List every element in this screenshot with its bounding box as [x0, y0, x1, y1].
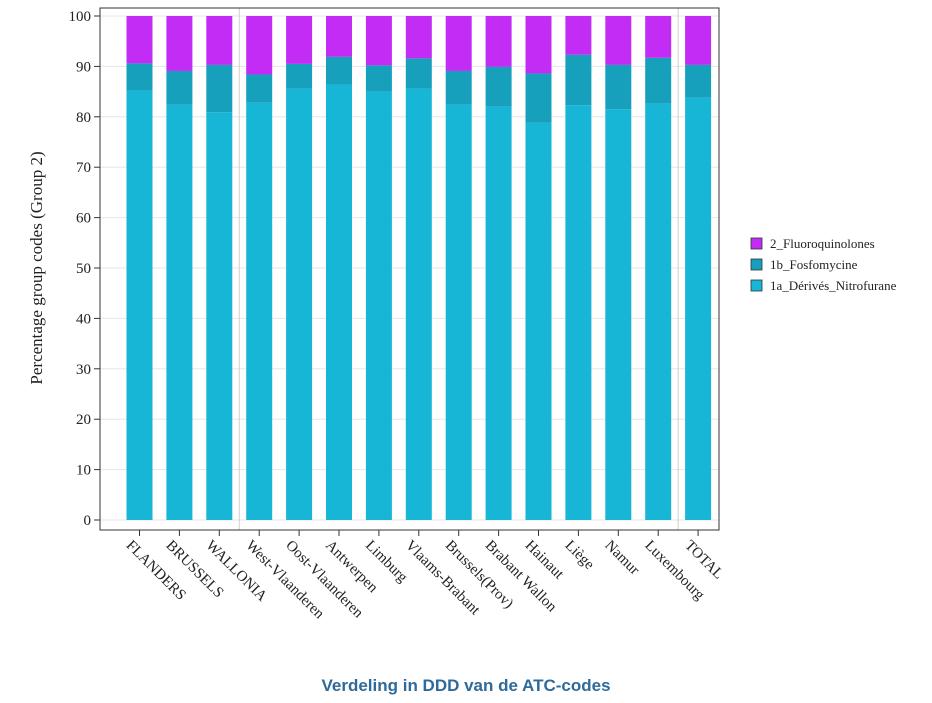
bar-segment [246, 102, 273, 521]
y-tick-label: 50 [76, 261, 91, 277]
bar-segment [605, 64, 632, 110]
bar-segment [126, 90, 153, 520]
bar-segment [126, 63, 153, 91]
y-tick-label: 70 [76, 160, 91, 176]
bar-segment [365, 91, 392, 520]
bar-segment [166, 104, 193, 520]
bar-segment [645, 57, 672, 104]
bar-segment [405, 58, 432, 89]
bar-segment [525, 16, 552, 74]
y-tick-label: 0 [84, 513, 92, 529]
y-tick-label: 30 [76, 362, 91, 378]
legend: 2_Fluoroquinolones 1b_Fosfomycine 1a_Dériv… [750, 236, 897, 293]
bar-segment [166, 16, 193, 71]
bar-segment [286, 63, 313, 89]
figure-caption: Verdeling in DDD van de ATC-codes [321, 676, 611, 695]
bar-segment [246, 74, 273, 103]
bar-segment [166, 70, 193, 105]
bar-segment [126, 16, 153, 64]
bar-segment [286, 16, 313, 64]
bar-segment [565, 54, 592, 106]
bar-segment [246, 16, 273, 75]
bar-segment [485, 16, 512, 67]
bar-segment [326, 84, 352, 520]
x-tick-label: Namur [601, 538, 642, 579]
bar-segment [645, 103, 672, 521]
y-axis-ticks: 0 10 20 30 40 50 60 70 80 90 100 [69, 9, 100, 529]
bar-segment [326, 16, 352, 57]
bar-segment [685, 97, 712, 520]
bars [126, 16, 712, 521]
bar-segment [206, 64, 233, 113]
y-tick-label: 90 [76, 59, 91, 75]
bar-segment [605, 109, 632, 521]
bar-segment [485, 106, 512, 520]
bar-segment [565, 16, 592, 55]
bar-segment [565, 105, 592, 520]
y-tick-label: 60 [76, 211, 91, 227]
legend-swatch [750, 279, 763, 292]
x-tick-label: Liège [562, 538, 598, 574]
y-tick-label: 80 [76, 110, 91, 126]
bar-segment [445, 16, 472, 71]
bar-segment [206, 112, 233, 520]
x-tick-label: Vlaams-Brabant [402, 538, 483, 619]
bar-segment [365, 16, 392, 66]
legend-swatch [750, 258, 763, 271]
group-separators [238, 8, 679, 530]
bar-segment [445, 70, 472, 105]
bar-segment [685, 64, 712, 98]
y-tick-label: 20 [76, 412, 91, 428]
bar-segment [326, 56, 352, 85]
bar-segment [405, 88, 432, 521]
bar-segment [645, 16, 672, 58]
y-axis-label: Percentage group codes (Group 2) [27, 151, 46, 384]
legend-label: 1a_Dérivés_Nitrofurane [770, 278, 897, 293]
bar-segment [445, 104, 472, 520]
bar-segment [286, 88, 313, 521]
legend-label: 1b_Fosfomycine [770, 257, 858, 272]
bar-segment [525, 73, 552, 123]
y-tick-label: 100 [69, 9, 92, 25]
legend-label: 2_Fluoroquinolones [770, 236, 875, 251]
bar-segment [525, 122, 552, 521]
bar-segment [605, 16, 632, 65]
bar-segment [206, 16, 233, 65]
y-tick-label: 10 [76, 463, 91, 479]
plot-frame [99, 7, 720, 531]
y-tick-label: 40 [76, 311, 91, 327]
bar-segment [365, 65, 392, 92]
stacked-bar-chart: 0 10 20 30 40 50 60 70 80 90 100 FLANDERSBRUSSELSW… [27, 7, 897, 623]
bar-segment [685, 16, 712, 65]
legend-swatch [750, 237, 763, 250]
bar-segment [405, 16, 432, 59]
bar-segment [485, 66, 512, 107]
x-axis-ticks: FLANDERSBRUSSELSWALLONIAWest-VlaanderenO… [123, 530, 726, 623]
